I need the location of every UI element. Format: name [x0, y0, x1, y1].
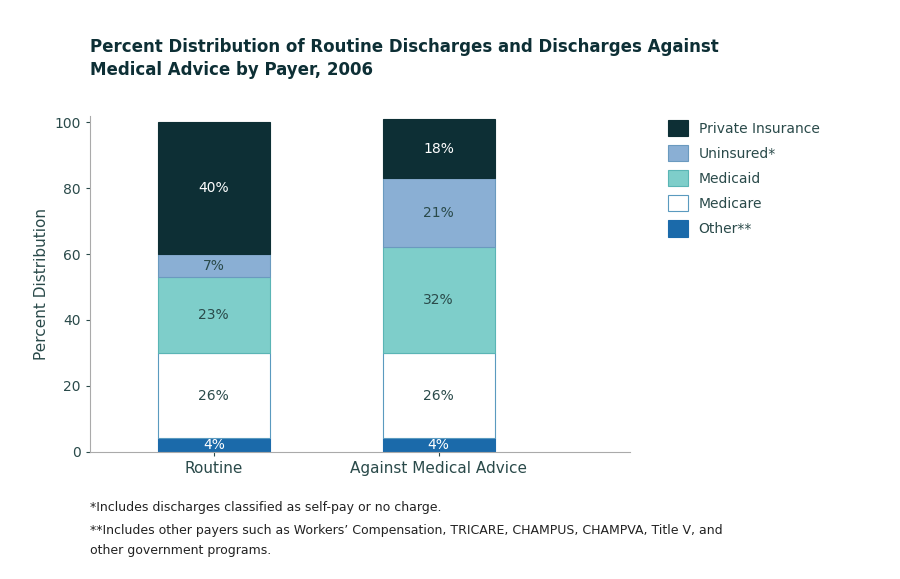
Bar [382, 353, 495, 438]
Text: 40%: 40% [198, 181, 230, 195]
Text: 26%: 26% [198, 389, 230, 402]
Text: 26%: 26% [423, 389, 454, 402]
Bar [382, 438, 495, 452]
Text: 4%: 4% [202, 438, 225, 452]
Text: 4%: 4% [428, 438, 450, 452]
Text: 7%: 7% [202, 259, 225, 273]
Bar [158, 438, 270, 452]
Legend: Private Insurance, Uninsured*, Medicaid, Medicare, Other**: Private Insurance, Uninsured*, Medicaid,… [664, 116, 824, 241]
Text: Medical Advice by Payer, 2006: Medical Advice by Payer, 2006 [90, 61, 373, 79]
Bar [158, 277, 270, 353]
Y-axis label: Percent Distribution: Percent Distribution [34, 208, 49, 360]
Text: 32%: 32% [423, 293, 454, 307]
Text: 23%: 23% [198, 308, 230, 322]
Text: *Includes discharges classified as self-pay or no charge.: *Includes discharges classified as self-… [90, 501, 442, 514]
Bar [382, 247, 495, 353]
Bar [382, 178, 495, 247]
Text: other government programs.: other government programs. [90, 544, 271, 557]
Bar [158, 254, 270, 277]
Text: Percent Distribution of Routine Discharges and Discharges Against: Percent Distribution of Routine Discharg… [90, 38, 719, 56]
Text: 21%: 21% [423, 206, 454, 220]
Bar [158, 353, 270, 438]
Text: 18%: 18% [423, 142, 454, 156]
Bar [158, 122, 270, 254]
Text: **Includes other payers such as Workers’ Compensation, TRICARE, CHAMPUS, CHAMPVA: **Includes other payers such as Workers’… [90, 524, 723, 537]
Bar [382, 119, 495, 178]
